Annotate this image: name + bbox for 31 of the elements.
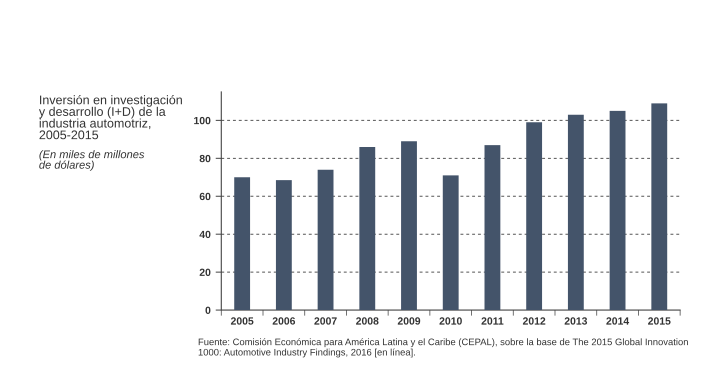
text: (En miles de millones de dólares) — [39, 150, 144, 171]
bar — [442, 175, 459, 310]
y-tick-label: 80 — [200, 154, 210, 162]
bar — [276, 180, 292, 310]
bar — [526, 122, 542, 310]
bar — [651, 103, 668, 310]
x-tick-label: 2005 — [230, 317, 254, 325]
bar — [359, 146, 376, 310]
bar — [568, 114, 584, 310]
source-note: Fuente: Comisión Económica para América Latina y el Caribe (CEPAL), sobre la base de The 2015 Global Innovation 1000: Automotive Industry Findings, 2016 [en línea]. — [198, 338, 688, 358]
x-tick-label: 2006 — [272, 317, 296, 325]
x-tick-label: 2011 — [481, 317, 504, 325]
x-tick-label: 2009 — [398, 317, 420, 325]
y-tick-label: 60 — [200, 192, 210, 200]
y-tick-label: 100 — [194, 116, 210, 124]
x-tick-label: 2007 — [314, 317, 337, 325]
x-tick-label: 2012 — [522, 317, 546, 325]
bar — [610, 110, 626, 310]
bar — [484, 145, 500, 310]
x-tick-label: 2013 — [564, 317, 588, 325]
y-tick-label: 40 — [199, 230, 210, 238]
x-tick-label: 2015 — [648, 317, 671, 325]
y-tick-label: 0 — [205, 306, 210, 314]
bar — [401, 141, 417, 310]
y-tick-label: 20 — [200, 268, 210, 276]
x-tick-label: 2008 — [356, 317, 379, 325]
text: Inversión en investigación y desarrollo (I+D) de la industria automotriz, 2005-2015 — [38, 95, 182, 140]
bar — [234, 177, 250, 310]
x-tick-label: 2014 — [606, 317, 630, 325]
bar — [318, 170, 334, 310]
x-tick-label: 2010 — [439, 317, 462, 325]
